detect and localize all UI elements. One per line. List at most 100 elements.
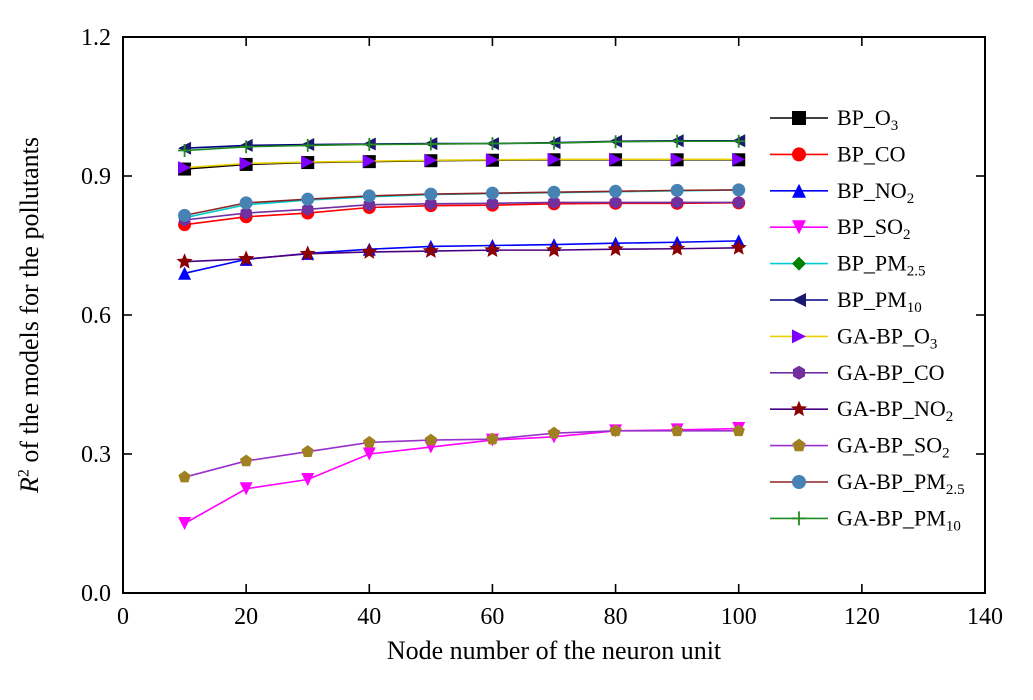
series-line-GA-BP_SO2 bbox=[184, 430, 739, 478]
marker-circle bbox=[424, 187, 438, 201]
legend-item-GA-BP_CO: GA-BP_CO bbox=[770, 360, 945, 385]
marker-plus bbox=[301, 138, 315, 152]
legend-label: GA-BP_SO2 bbox=[837, 433, 950, 462]
legend-label: BP_PM10 bbox=[837, 287, 922, 316]
marker-triangle-down bbox=[792, 220, 806, 235]
marker-diamond bbox=[792, 256, 806, 271]
series-line-BP_O3 bbox=[184, 158, 739, 170]
marker-star bbox=[730, 239, 747, 255]
marker-plus bbox=[670, 134, 684, 148]
marker-plus bbox=[178, 144, 192, 158]
marker-pentagon bbox=[363, 435, 376, 448]
marker-triangle-right bbox=[732, 152, 746, 166]
legend-label: BP_SO2 bbox=[837, 214, 911, 243]
series-line-GA-BP_PM10 bbox=[184, 140, 739, 152]
legend-item-GA-BP_SO2: GA-BP_SO2 bbox=[770, 433, 950, 462]
series-line-GA-BP_O3 bbox=[184, 158, 739, 169]
marker-star bbox=[422, 242, 439, 258]
marker-circle bbox=[485, 186, 499, 200]
series-line-BP_CO bbox=[184, 202, 739, 226]
marker-pentagon bbox=[792, 438, 806, 452]
legend-label: BP_O3 bbox=[837, 105, 898, 134]
marker-pentagon bbox=[424, 433, 438, 446]
marker-pentagon bbox=[178, 470, 191, 483]
marker-plus bbox=[362, 137, 376, 151]
marker-star bbox=[299, 245, 316, 261]
marker-triangle-left bbox=[792, 293, 806, 307]
legend-item-BP_PM2.5: BP_PM2.5 bbox=[770, 251, 925, 280]
marker-circle bbox=[239, 196, 253, 210]
legend-item-BP_O3: BP_O3 bbox=[770, 105, 898, 134]
series-line-GA-BP_NO2 bbox=[184, 247, 739, 263]
legend-label: GA-BP_CO bbox=[837, 360, 945, 385]
marker-circle bbox=[792, 147, 806, 162]
marker-triangle-right bbox=[239, 156, 253, 170]
y-tick-label: 1.2 bbox=[81, 25, 111, 51]
marker-circle bbox=[670, 183, 684, 197]
x-tick-label: 140 bbox=[967, 604, 1003, 630]
marker-hexagon bbox=[792, 365, 806, 380]
y-axis-title: R2 of the models for the pollutants bbox=[15, 137, 45, 493]
x-tick-label: 100 bbox=[721, 604, 757, 630]
x-tick-label: 120 bbox=[844, 604, 880, 630]
marker-star bbox=[669, 240, 686, 256]
marker-plus bbox=[732, 134, 746, 148]
series-line-BP_SO2 bbox=[184, 427, 739, 525]
marker-star bbox=[361, 243, 378, 259]
y-tick-label: 0.6 bbox=[81, 303, 111, 329]
marker-triangle-right bbox=[792, 329, 806, 344]
legend-label: BP_CO bbox=[837, 141, 905, 166]
marker-plus bbox=[239, 140, 253, 154]
marker-triangle-right bbox=[362, 154, 376, 168]
marker-triangle-down bbox=[301, 472, 315, 486]
x-axis-title-text: Node number of the neuron unit bbox=[386, 636, 722, 665]
y-axis-title-italic: R bbox=[15, 477, 44, 494]
marker-square bbox=[792, 111, 806, 125]
marker-hexagon bbox=[240, 206, 252, 220]
marker-hexagon bbox=[425, 197, 437, 211]
marker-circle bbox=[301, 192, 315, 206]
x-tick-label: 20 bbox=[234, 604, 258, 630]
marker-triangle-right bbox=[670, 152, 684, 166]
series-line-GA-BP_CO bbox=[184, 201, 739, 221]
marker-hexagon bbox=[609, 195, 622, 209]
marker-star bbox=[176, 253, 193, 269]
y-axis-title-rest: of the models for the pollutants bbox=[15, 136, 44, 470]
legend-item-GA-BP_O3: GA-BP_O3 bbox=[770, 323, 937, 352]
x-tick-label: 0 bbox=[117, 604, 129, 630]
marker-plus bbox=[485, 137, 499, 151]
marker-circle bbox=[178, 208, 192, 222]
marker-hexagon bbox=[548, 195, 560, 209]
marker-star bbox=[607, 240, 624, 257]
legend-item-BP_PM10: BP_PM10 bbox=[770, 287, 922, 316]
marker-triangle-down bbox=[239, 482, 253, 496]
marker-triangle-right bbox=[609, 152, 623, 166]
marker-triangle-right bbox=[301, 155, 315, 169]
marker-plus bbox=[424, 137, 438, 151]
marker-pentagon bbox=[239, 454, 253, 467]
marker-plus bbox=[792, 511, 806, 526]
x-tick-label: 40 bbox=[357, 604, 381, 630]
marker-pentagon bbox=[670, 424, 684, 437]
marker-plus bbox=[547, 136, 561, 150]
marker-triangle-right bbox=[547, 152, 561, 166]
x-tick-label: 80 bbox=[604, 604, 628, 630]
legend-label: GA-BP_NO2 bbox=[837, 396, 953, 425]
legend-label: BP_NO2 bbox=[837, 178, 914, 207]
marker-triangle-up bbox=[792, 183, 806, 198]
marker-hexagon bbox=[486, 196, 499, 210]
marker-hexagon bbox=[733, 195, 745, 209]
marker-plus bbox=[609, 135, 623, 149]
marker-pentagon bbox=[732, 424, 745, 437]
legend-item-GA-BP_PM10: GA-BP_PM10 bbox=[770, 505, 961, 534]
marker-circle bbox=[609, 184, 623, 198]
legend-label: GA-BP_PM2.5 bbox=[837, 469, 965, 498]
marker-star bbox=[484, 241, 501, 258]
marker-hexagon bbox=[302, 202, 314, 216]
marker-pentagon bbox=[609, 424, 622, 437]
marker-triangle-right bbox=[178, 161, 192, 175]
marker-hexagon bbox=[671, 195, 683, 209]
marker-pentagon bbox=[486, 432, 499, 445]
